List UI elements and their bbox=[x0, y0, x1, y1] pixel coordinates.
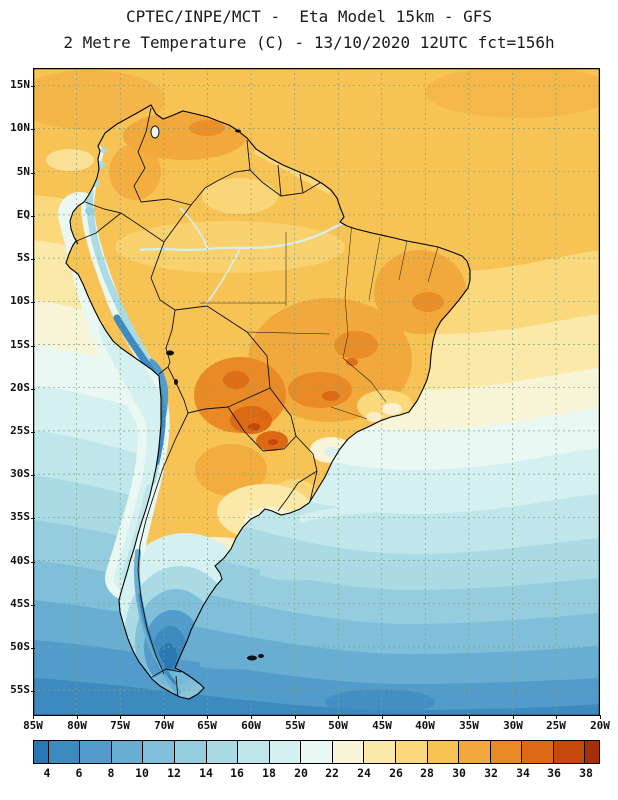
country-borders bbox=[73, 107, 439, 699]
lon-label: 40W bbox=[409, 715, 441, 732]
colorbar-segment bbox=[110, 741, 143, 763]
colorbar-tick-label: 30 bbox=[452, 766, 466, 780]
colorbar-segment bbox=[34, 741, 48, 763]
colorbar-tick-label: 28 bbox=[420, 766, 434, 780]
colorbar-tick-label: 16 bbox=[230, 766, 244, 780]
lon-label: 80W bbox=[61, 715, 93, 732]
colorbar-tick-label: 10 bbox=[135, 766, 149, 780]
colorbar-tick-label: 4 bbox=[43, 766, 51, 780]
colorbar-tick-label: 26 bbox=[389, 766, 403, 780]
colorbar-segment bbox=[521, 741, 553, 763]
colorbar-segment bbox=[268, 741, 301, 763]
lat-label: 15N bbox=[2, 79, 35, 91]
lon-label: 60W bbox=[235, 715, 267, 732]
colorbar-segment bbox=[205, 741, 238, 763]
colorbar-segment bbox=[363, 741, 395, 763]
lon-label: 45W bbox=[366, 715, 398, 732]
colorbar-tick-label: 24 bbox=[357, 766, 371, 780]
colorbar-segment bbox=[458, 741, 490, 763]
colorbar-segment bbox=[174, 741, 206, 763]
lon-label: 75W bbox=[104, 715, 136, 732]
lon-label: 20W bbox=[584, 715, 616, 732]
lat-label: 50S bbox=[2, 641, 35, 653]
amazon-river bbox=[139, 221, 345, 252]
colorbar-tick-label: 8 bbox=[107, 766, 115, 780]
lat-label: 45S bbox=[2, 598, 35, 610]
lat-label: 30S bbox=[2, 468, 35, 480]
lon-label: 55W bbox=[279, 715, 311, 732]
lon-label: 70W bbox=[148, 715, 180, 732]
lat-label: 10S bbox=[2, 295, 35, 307]
lat-label: 35S bbox=[2, 511, 35, 523]
lat-label: 5S bbox=[2, 252, 35, 264]
lat-label: 40S bbox=[2, 555, 35, 567]
lat-label: 20S bbox=[2, 382, 35, 394]
lon-label: 25W bbox=[540, 715, 572, 732]
colorbar-segment bbox=[552, 741, 585, 763]
lat-label: EQ bbox=[2, 209, 35, 221]
colorbar-segment bbox=[489, 741, 522, 763]
colorbar-tick-label: 36 bbox=[547, 766, 561, 780]
lake-titicaca bbox=[166, 350, 174, 356]
colorbar-tick-label: 32 bbox=[484, 766, 498, 780]
colorbar-segment bbox=[300, 741, 332, 763]
lat-label: 25S bbox=[2, 425, 35, 437]
lat-label: 15S bbox=[2, 339, 35, 351]
colorbar-tick-label: 38 bbox=[579, 766, 593, 780]
lon-label: 85W bbox=[17, 715, 49, 732]
lon-label: 65W bbox=[191, 715, 223, 732]
lat-label: 10N bbox=[2, 122, 35, 134]
falkland-islands bbox=[247, 655, 257, 661]
state-borders bbox=[200, 221, 439, 420]
colorbar-segment bbox=[394, 741, 427, 763]
lake-maracaibo bbox=[150, 125, 160, 139]
colorbar-tick-label: 12 bbox=[167, 766, 181, 780]
colorbar-tick-label: 6 bbox=[75, 766, 83, 780]
colorbar-tick-label: 20 bbox=[294, 766, 308, 780]
colorbar-segment bbox=[584, 741, 600, 763]
title-line-1: CPTEC/INPE/MCT - Eta Model 15km - GFS bbox=[125, 7, 493, 26]
lon-label: 35W bbox=[453, 715, 485, 732]
lat-label: 55S bbox=[2, 684, 35, 696]
map-frame bbox=[33, 68, 600, 716]
colorbar-segment bbox=[142, 741, 174, 763]
temperature-map bbox=[33, 68, 600, 716]
temperature-colorbar bbox=[33, 740, 600, 764]
lakes-islands bbox=[150, 125, 264, 661]
colorbar-tick-label: 14 bbox=[199, 766, 213, 780]
lat-label: 5N bbox=[2, 166, 35, 178]
colorbar-segment bbox=[426, 741, 459, 763]
lon-label: 30W bbox=[497, 715, 529, 732]
colorbar-tick-label: 18 bbox=[262, 766, 276, 780]
colorbar-tick-label: 34 bbox=[516, 766, 530, 780]
colorbar-segment bbox=[47, 741, 80, 763]
lon-label: 50W bbox=[322, 715, 354, 732]
colorbar-segment bbox=[79, 741, 111, 763]
title-line-2: 2 Metre Temperature (C) - 13/10/2020 12U… bbox=[63, 33, 555, 52]
colorbar-segment bbox=[331, 741, 364, 763]
colorbar-segment bbox=[237, 741, 269, 763]
colorbar-tick-label: 22 bbox=[325, 766, 339, 780]
